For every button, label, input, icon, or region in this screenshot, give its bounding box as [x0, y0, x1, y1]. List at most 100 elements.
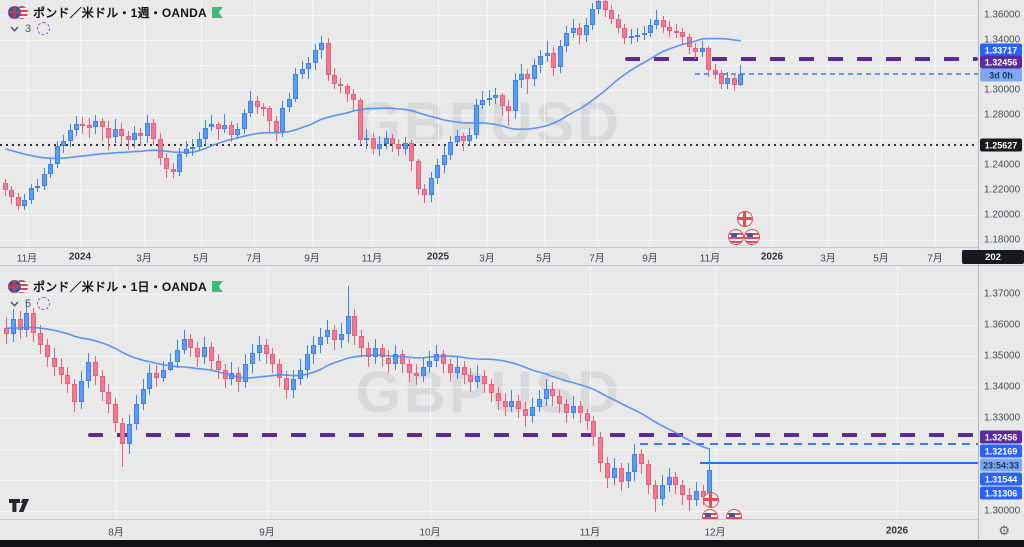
candle	[120, 422, 126, 445]
candle	[699, 47, 705, 52]
ma-value-line	[640, 442, 978, 445]
panel-daily: GBPUSD ポンド／米ドル・1日・OANDA 5 8月 9月 10月 11月 12月 2…	[0, 266, 1024, 540]
indicator-count: 3	[25, 22, 32, 35]
candle	[625, 472, 631, 482]
panel-divider[interactable]	[0, 265, 1024, 266]
candle	[502, 400, 508, 408]
economic-event-uk-flag-icon[interactable]	[703, 492, 719, 508]
grid-line-horizontal	[0, 293, 978, 295]
price-tick-label: 1.28000	[984, 109, 1021, 121]
weekly-plot-area[interactable]: GBPUSD	[0, 0, 978, 247]
candle	[325, 329, 330, 338]
time-axis-label: 7月	[589, 253, 605, 265]
settings-gear-icon[interactable]: ⚙	[998, 523, 1010, 538]
candle	[319, 43, 325, 50]
candle	[666, 476, 672, 485]
candle	[299, 69, 305, 74]
candle	[208, 346, 214, 361]
indicator-loading-icon[interactable]	[37, 297, 51, 310]
candle	[80, 123, 86, 126]
economic-event-us-flag-icon[interactable]	[728, 229, 744, 245]
price-label-countdown: 23:54:33	[980, 458, 1022, 472]
candle	[280, 107, 286, 132]
candle	[24, 312, 30, 330]
grid-line-vertical	[438, 0, 439, 247]
price-label-blue: 1.31544	[980, 472, 1022, 486]
daily-time-axis[interactable]: 8月 9月 10月 11月 12月 2026	[0, 519, 978, 541]
candle	[488, 383, 494, 394]
candle	[379, 348, 385, 358]
weekly-time-axis[interactable]: 202 11月 2024 3月 5月 7月 9月 11月 2025 3月 5月 7月 9月 11月 202…	[0, 247, 1024, 266]
candle	[428, 178, 434, 195]
candle	[99, 120, 105, 128]
price-tick-label: 1.30000	[984, 84, 1021, 96]
candle	[383, 137, 389, 144]
grid-line-horizontal	[0, 479, 978, 481]
symbol-header[interactable]: ポンド／米ドル・1日・OANDA	[8, 278, 223, 295]
candle	[79, 380, 85, 403]
grid-line-vertical	[544, 0, 545, 247]
candle	[202, 346, 208, 358]
daily-price-scale[interactable]: ⚙ 1.37000 1.36000 1.35000 1.34000 1.33000 1.3…	[978, 266, 1024, 540]
candle	[529, 407, 535, 417]
candle-wick	[656, 10, 658, 29]
green-flag-icon[interactable]	[211, 281, 223, 292]
candle	[248, 100, 254, 114]
candle	[731, 77, 737, 85]
chevron-down-icon[interactable]	[10, 301, 19, 307]
candle	[415, 161, 421, 190]
candle	[557, 46, 563, 68]
candle	[435, 165, 441, 179]
economic-event-uk-flag-icon[interactable]	[737, 211, 753, 227]
candle	[495, 393, 501, 401]
daily-plot-area[interactable]: GBPUSD	[0, 266, 978, 519]
symbol-title[interactable]: ポンド／米ドル・1日・OANDA	[33, 280, 207, 294]
candle	[364, 137, 370, 140]
candle	[38, 332, 44, 346]
candle	[236, 373, 242, 383]
price-label-purple: 1.32456	[980, 430, 1022, 444]
candle	[673, 31, 679, 34]
candle	[531, 65, 537, 80]
candle	[254, 100, 260, 107]
price-tick-label: 1.18000	[984, 234, 1021, 246]
symbol-header[interactable]: ポンド／米ドル・1週・OANDA	[8, 4, 223, 21]
tradingview-logo[interactable]	[9, 499, 36, 513]
economic-event-us-flag-icon[interactable]	[702, 509, 718, 519]
candle	[509, 400, 515, 408]
candle	[622, 28, 628, 39]
support-line-1-31544[interactable]	[700, 462, 978, 465]
symbol-title[interactable]: ポンド／米ドル・1週・OANDA	[33, 6, 207, 20]
candle	[447, 363, 453, 373]
candle	[420, 366, 426, 377]
horizontal-ray-1-32456[interactable]	[625, 57, 978, 62]
chevron-down-icon[interactable]	[10, 26, 19, 32]
candle	[92, 362, 98, 377]
time-axis-label: 9月	[259, 527, 275, 538]
candle	[235, 129, 241, 135]
candle	[632, 453, 638, 473]
candle	[151, 123, 157, 139]
indicator-loading-icon[interactable]	[37, 22, 51, 35]
horizontal-ray-1-32456[interactable]	[88, 432, 978, 437]
candle	[460, 136, 466, 142]
candle	[468, 374, 474, 383]
candle	[277, 363, 283, 378]
economic-event-us-flag-icon[interactable]	[744, 229, 760, 245]
time-axis-label: 3月	[479, 253, 495, 265]
candle	[256, 345, 262, 353]
candle	[167, 362, 173, 370]
candle	[284, 377, 290, 390]
economic-event-us-flag-icon[interactable]	[726, 509, 742, 519]
grid-line-horizontal	[0, 355, 978, 357]
time-axis-label: 2026	[760, 251, 784, 263]
weekly-price-scale[interactable]: 1.36000 1.34000 1.30000 1.28000 1.24000 1.220…	[978, 0, 1024, 265]
candle	[609, 10, 615, 19]
grid-line-vertical	[267, 266, 268, 519]
candle	[4, 328, 9, 335]
green-flag-icon[interactable]	[211, 7, 223, 18]
candle	[570, 405, 576, 414]
candle-wick	[527, 68, 529, 95]
grid-line-horizontal	[0, 15, 978, 16]
gbpusd-pair-icon	[8, 280, 28, 293]
